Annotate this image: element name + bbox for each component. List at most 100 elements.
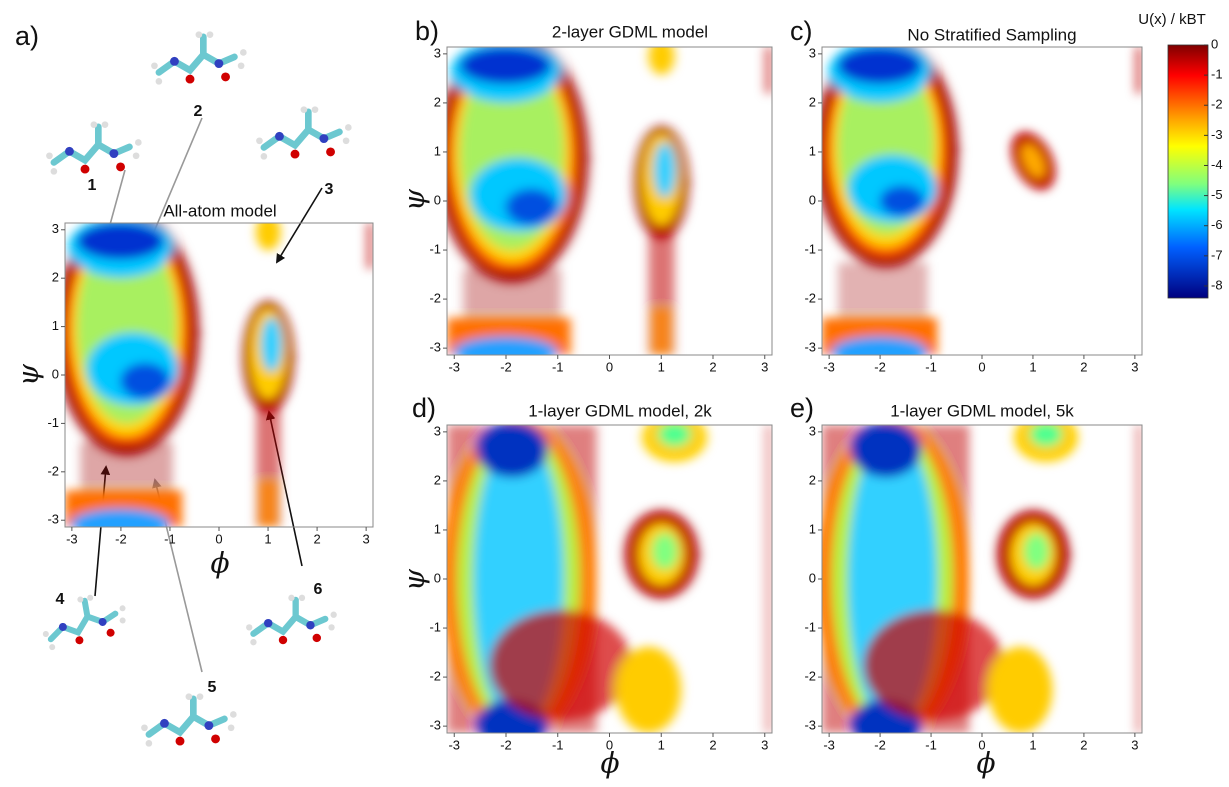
x-tick-label: -2 <box>115 531 127 546</box>
y-tick-label: -3 <box>429 340 441 355</box>
y-tick-label: 2 <box>434 472 441 487</box>
y-tick-label: -1 <box>804 619 816 634</box>
x-tick-label: 0 <box>606 359 613 374</box>
heatmap <box>816 38 1142 368</box>
chart-title: 2-layer GDML model <box>552 22 708 41</box>
y-axis-label: ψ <box>12 363 45 386</box>
x-tick-label: 3 <box>363 531 370 546</box>
y-tick-label: 0 <box>809 570 816 585</box>
x-tick-label: 3 <box>761 359 768 374</box>
x-tick-label: 0 <box>215 531 222 546</box>
colorbar-tick-label: -6 <box>1211 217 1223 232</box>
colorbar-tick-label: 0 <box>1211 36 1218 51</box>
y-tick-label: 2 <box>434 94 441 109</box>
colorbar-tick-label: -1 <box>1211 67 1223 82</box>
y-tick-label: -1 <box>429 241 441 256</box>
x-axis-label: ϕ <box>210 547 229 580</box>
x-tick-label: -3 <box>448 359 460 374</box>
chart-title: All-atom model <box>163 201 276 220</box>
y-tick-label: -3 <box>429 718 441 733</box>
panel-label: b) <box>415 16 439 46</box>
y-tick-label: 3 <box>434 423 441 438</box>
colorbar-tick-label: -8 <box>1211 277 1223 292</box>
y-tick-label: 0 <box>434 570 441 585</box>
colorbar-tick-label: -2 <box>1211 97 1223 112</box>
x-tick-label: 1 <box>658 737 665 752</box>
x-tick-label: 0 <box>978 737 985 752</box>
colorbar-tick-label: -4 <box>1211 157 1223 172</box>
x-tick-label: 0 <box>978 359 985 374</box>
x-tick-label: 2 <box>1080 737 1087 752</box>
structure-label: 4 <box>56 591 65 608</box>
y-tick-label: 0 <box>809 192 816 207</box>
structure-label: 1 <box>88 177 97 194</box>
x-tick-label: -3 <box>66 531 78 546</box>
heatmap <box>437 35 772 368</box>
colorbar-tick-label: -3 <box>1211 127 1223 142</box>
structure-label: 6 <box>314 581 323 598</box>
y-tick-label: 0 <box>434 192 441 207</box>
x-tick-label: -2 <box>500 737 512 752</box>
x-tick-label: -1 <box>164 531 176 546</box>
y-tick-label: 1 <box>52 318 59 333</box>
heatmap <box>441 413 773 749</box>
x-tick-label: 1 <box>264 531 271 546</box>
colorbar <box>1167 44 1209 299</box>
y-tick-label: 2 <box>52 270 59 285</box>
colorbar-tick-label: -7 <box>1211 247 1223 262</box>
x-tick-label: -1 <box>925 359 937 374</box>
x-tick-label: 3 <box>1131 359 1138 374</box>
x-tick-label: 3 <box>761 737 768 752</box>
x-tick-label: 3 <box>1131 737 1138 752</box>
panel-label: a) <box>15 21 39 51</box>
x-tick-label: -1 <box>552 359 564 374</box>
chart-title: No Stratified Sampling <box>907 25 1076 44</box>
y-tick-label: -2 <box>804 669 816 684</box>
y-tick-label: -3 <box>804 340 816 355</box>
heatmap <box>816 413 1142 749</box>
panel-label: c) <box>790 16 813 46</box>
y-tick-label: 2 <box>809 94 816 109</box>
x-tick-label: 1 <box>658 359 665 374</box>
x-tick-label: 2 <box>313 531 320 546</box>
y-tick-label: 3 <box>434 45 441 60</box>
structure-label: 2 <box>194 103 203 120</box>
y-tick-label: 1 <box>434 143 441 158</box>
y-tick-label: 3 <box>52 221 59 236</box>
colorbar-label: U(x) / kBT <box>1138 11 1206 28</box>
x-tick-label: -1 <box>925 737 937 752</box>
y-axis-label: ψ <box>398 568 431 591</box>
x-tick-label: -3 <box>823 359 835 374</box>
x-tick-label: -2 <box>874 737 886 752</box>
y-tick-label: -1 <box>804 241 816 256</box>
panel-label: d) <box>412 393 436 423</box>
x-tick-label: -3 <box>448 737 460 752</box>
y-tick-label: -2 <box>429 291 441 306</box>
panel-label: e) <box>790 393 814 423</box>
y-tick-label: -1 <box>429 619 441 634</box>
x-tick-label: 2 <box>709 737 716 752</box>
x-tick-label: 2 <box>709 359 716 374</box>
structure-label: 3 <box>325 181 334 198</box>
y-axis-label: ψ <box>398 188 431 211</box>
x-axis-label: ϕ <box>600 747 619 780</box>
x-tick-label: 1 <box>1029 359 1036 374</box>
y-tick-label: -3 <box>47 512 59 527</box>
y-tick-label: 3 <box>809 45 816 60</box>
y-tick-label: 1 <box>809 521 816 536</box>
x-tick-label: 2 <box>1080 359 1087 374</box>
y-tick-label: -2 <box>47 463 59 478</box>
heatmap <box>56 211 373 539</box>
y-tick-label: 1 <box>809 143 816 158</box>
x-tick-label: 0 <box>606 737 613 752</box>
chart-title: 1-layer GDML model, 5k <box>890 401 1074 420</box>
x-tick-label: -1 <box>552 737 564 752</box>
chart-title: 1-layer GDML model, 2k <box>528 401 712 420</box>
y-tick-label: -3 <box>804 718 816 733</box>
y-tick-label: 1 <box>434 521 441 536</box>
y-tick-label: -2 <box>429 669 441 684</box>
x-tick-label: -3 <box>823 737 835 752</box>
structure-label: 5 <box>208 679 217 696</box>
x-axis-label: ϕ <box>976 747 995 780</box>
